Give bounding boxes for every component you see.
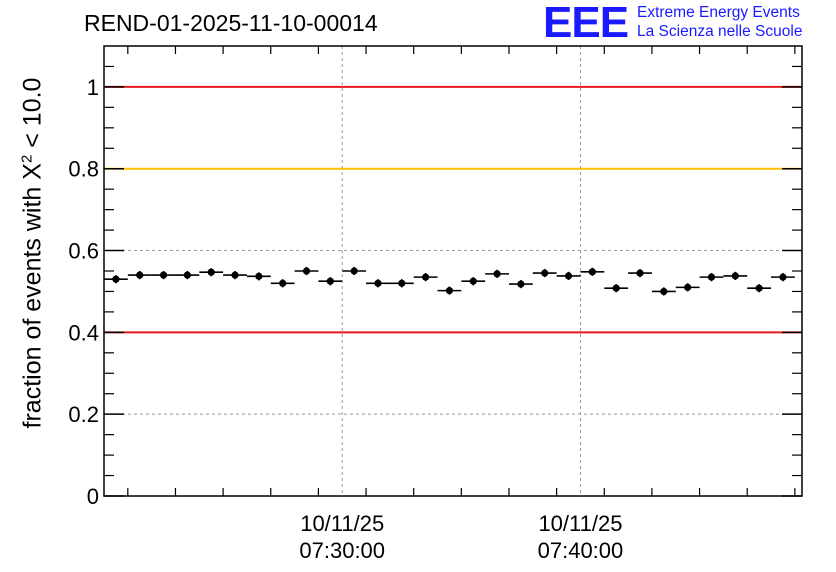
data-marker <box>374 279 382 287</box>
data-point <box>127 271 152 280</box>
data-marker <box>350 267 358 275</box>
data-marker <box>707 273 716 281</box>
y-tick-label: 0.6 <box>68 239 99 264</box>
data-point <box>604 284 629 293</box>
data-point <box>628 268 652 278</box>
data-marker <box>398 279 406 287</box>
data-point <box>318 277 343 286</box>
chart-title: REND-01-2025-11-10-00014 <box>84 10 378 36</box>
data-marker <box>541 269 549 277</box>
data-marker <box>469 277 477 285</box>
data-marker <box>755 284 763 292</box>
data-point <box>366 279 390 288</box>
x-tick-time: 07:40:00 <box>538 538 624 563</box>
data-marker <box>231 271 239 279</box>
data-point <box>485 269 509 278</box>
data-marker <box>684 283 692 291</box>
y-tick-label: 0.2 <box>68 402 99 427</box>
data-marker <box>183 271 191 279</box>
data-marker <box>255 272 263 280</box>
data-marker <box>660 287 668 296</box>
data-point <box>342 266 367 276</box>
data-point <box>508 280 533 289</box>
y-tick-label: 0.4 <box>68 320 99 345</box>
y-tick-label: 1 <box>87 75 99 100</box>
data-point <box>389 279 414 288</box>
data-point <box>151 271 176 280</box>
data-point <box>532 268 557 278</box>
eee-logo: EEE <box>543 0 629 47</box>
logo-caption: Extreme Energy Events La Scienza nelle S… <box>637 3 802 41</box>
data-marker <box>588 268 596 276</box>
data-point <box>270 279 295 288</box>
data-point <box>223 271 247 280</box>
data-marker <box>326 277 334 285</box>
data-point <box>675 283 700 292</box>
data-point <box>413 273 438 282</box>
data-marker <box>422 273 430 281</box>
data-marker <box>112 275 120 283</box>
data-marker <box>612 284 620 292</box>
data-marker <box>159 271 168 279</box>
data-point <box>556 271 581 280</box>
data-point <box>771 273 795 282</box>
data-point <box>651 287 676 296</box>
data-point <box>461 277 486 286</box>
data-point <box>580 267 605 276</box>
x-tick-date: 10/11/25 <box>300 511 384 536</box>
data-marker <box>636 269 644 277</box>
data-point <box>723 271 748 280</box>
data-point <box>104 275 128 284</box>
data-marker <box>279 279 287 287</box>
y-tick-label: 0 <box>87 484 99 509</box>
data-marker <box>207 268 215 276</box>
logo-line-2: La Scienza nelle Scuole <box>637 23 803 40</box>
data-marker <box>731 272 739 280</box>
data-marker <box>493 270 501 278</box>
data-point <box>747 284 772 293</box>
y-tick-label: 0.8 <box>68 157 99 182</box>
data-marker <box>302 267 311 275</box>
x-tick-date: 10/11/25 <box>538 511 622 536</box>
data-marker <box>136 271 144 279</box>
logo-line-1: Extreme Energy Events <box>637 4 800 21</box>
data-point <box>699 273 724 282</box>
data-point <box>175 271 200 280</box>
data-point <box>246 272 271 281</box>
data-marker <box>564 272 573 280</box>
data-point <box>199 268 224 277</box>
data-point <box>294 266 319 276</box>
data-point <box>437 286 462 295</box>
data-marker <box>445 287 454 295</box>
x-tick-time: 07:30:00 <box>299 538 385 563</box>
data-marker <box>779 273 787 281</box>
data-marker <box>517 280 525 288</box>
